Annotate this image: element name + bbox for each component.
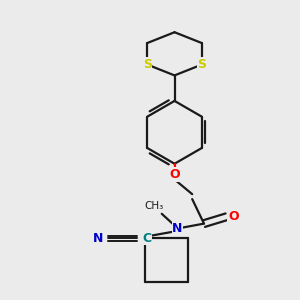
Text: S: S <box>143 58 152 71</box>
Text: N: N <box>172 222 183 235</box>
Text: S: S <box>197 58 206 71</box>
Text: O: O <box>228 210 239 223</box>
Text: N: N <box>93 232 103 245</box>
Text: C: C <box>142 232 152 245</box>
Text: CH₃: CH₃ <box>144 201 164 211</box>
Text: O: O <box>169 168 180 181</box>
